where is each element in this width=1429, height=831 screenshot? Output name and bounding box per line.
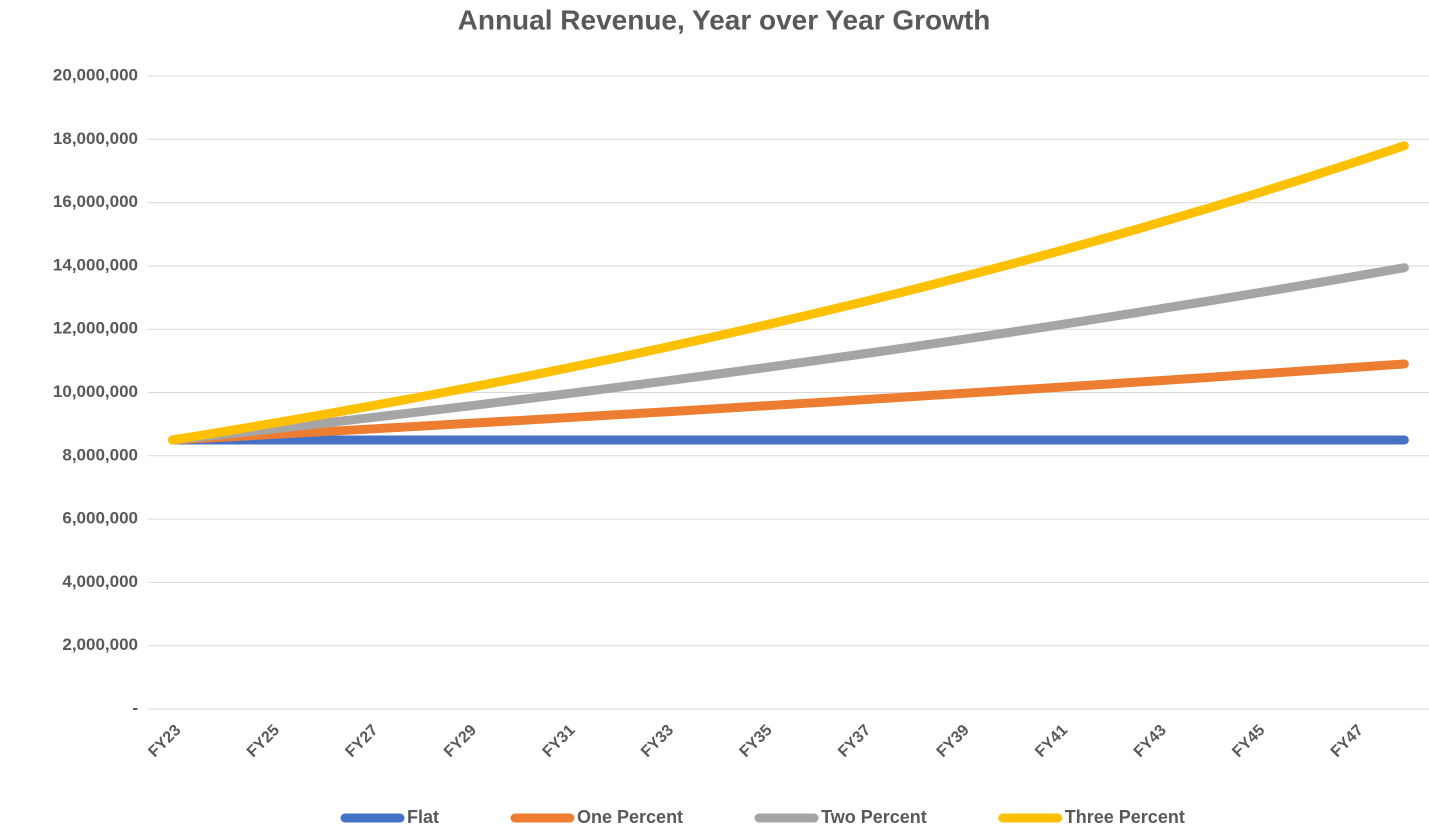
y-tick-label: 16,000,000	[53, 192, 138, 211]
y-tick-label: 10,000,000	[53, 382, 138, 401]
legend-label: One Percent	[577, 807, 683, 827]
x-tick-label: FY25	[244, 722, 283, 761]
y-tick-label: 12,000,000	[53, 319, 138, 338]
y-tick-label: 18,000,000	[53, 129, 138, 148]
x-tick-label: FY35	[737, 722, 776, 761]
series-line	[168, 359, 1409, 445]
x-tick-label: FY39	[934, 722, 973, 761]
legend: Flat One Percent Two Percent Three Percent	[340, 807, 1185, 827]
x-tick-label: FY33	[638, 722, 677, 761]
x-tick-label: FY47	[1328, 722, 1367, 761]
x-tick-label: FY27	[342, 722, 381, 761]
x-tick-label: FY23	[145, 722, 184, 761]
x-tick-label: FY29	[441, 722, 480, 761]
chart-title: Annual Revenue, Year over Year Growth	[458, 4, 991, 35]
y-tick-label: 2,000,000	[62, 635, 138, 654]
x-tick-label: FY43	[1131, 722, 1170, 761]
y-tick-label: 8,000,000	[62, 445, 138, 464]
y-tick-label: 6,000,000	[62, 509, 138, 528]
x-tick-label: FY37	[835, 722, 874, 761]
y-tick-label: 4,000,000	[62, 572, 138, 591]
y-tick-label: 20,000,000	[53, 65, 138, 84]
x-tick-label: FY41	[1032, 722, 1071, 761]
legend-label: Three Percent	[1065, 807, 1185, 827]
legend-label: Flat	[407, 807, 439, 827]
x-tick-label: FY31	[540, 722, 579, 761]
x-tick-label: FY45	[1229, 722, 1268, 761]
y-tick-label: -	[132, 698, 138, 717]
series-line	[168, 263, 1409, 445]
legend-label: Two Percent	[821, 807, 927, 827]
y-tick-label: 14,000,000	[53, 255, 138, 274]
series-line	[168, 141, 1409, 445]
